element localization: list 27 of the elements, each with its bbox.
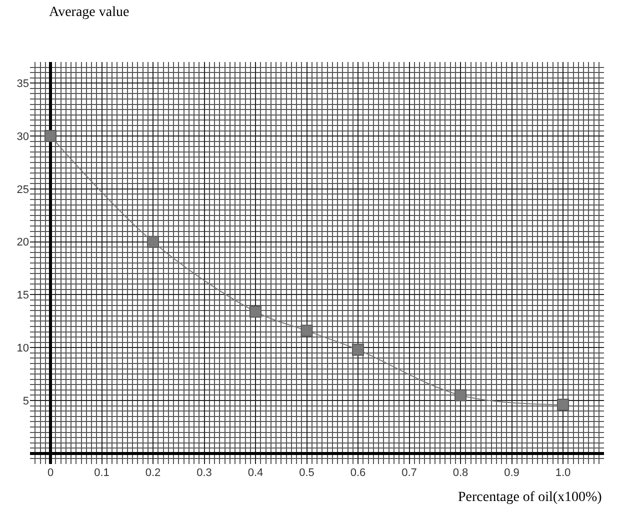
y-tick-label: 5 xyxy=(22,395,29,408)
y-tick-label: 15 xyxy=(16,290,29,302)
point xyxy=(557,398,569,411)
y-tick-label: 35 xyxy=(16,78,29,90)
x-tick-label: 0.4 xyxy=(248,467,264,479)
x-tick-label: 0.3 xyxy=(196,467,212,479)
point xyxy=(454,389,466,402)
x-tick-label: 0.9 xyxy=(504,467,520,479)
x-tick-label: 0.6 xyxy=(350,467,366,479)
x-tick-label: 0.2 xyxy=(145,467,161,479)
point xyxy=(300,324,313,337)
y-tick-label: 25 xyxy=(16,184,29,196)
y-tick-label: 30 xyxy=(16,130,29,143)
y-tick-label: 10 xyxy=(16,342,29,354)
x-axis-title: Percentage of oil(x100%) xyxy=(458,490,602,505)
point xyxy=(44,130,56,142)
x-tick-label: 0.8 xyxy=(452,467,468,479)
x-tick-label: 0 xyxy=(47,467,54,479)
y-axis-title: Average value xyxy=(49,5,130,20)
x-tick-label: 0.7 xyxy=(402,467,417,479)
point xyxy=(250,306,262,318)
x-tick-label: 0.1 xyxy=(94,467,110,479)
x-tick-label: 0.5 xyxy=(299,467,314,479)
point xyxy=(147,236,159,248)
x-tick-label: 1.0 xyxy=(555,467,571,479)
point xyxy=(352,344,364,356)
y-tick-label: 20 xyxy=(16,236,29,249)
